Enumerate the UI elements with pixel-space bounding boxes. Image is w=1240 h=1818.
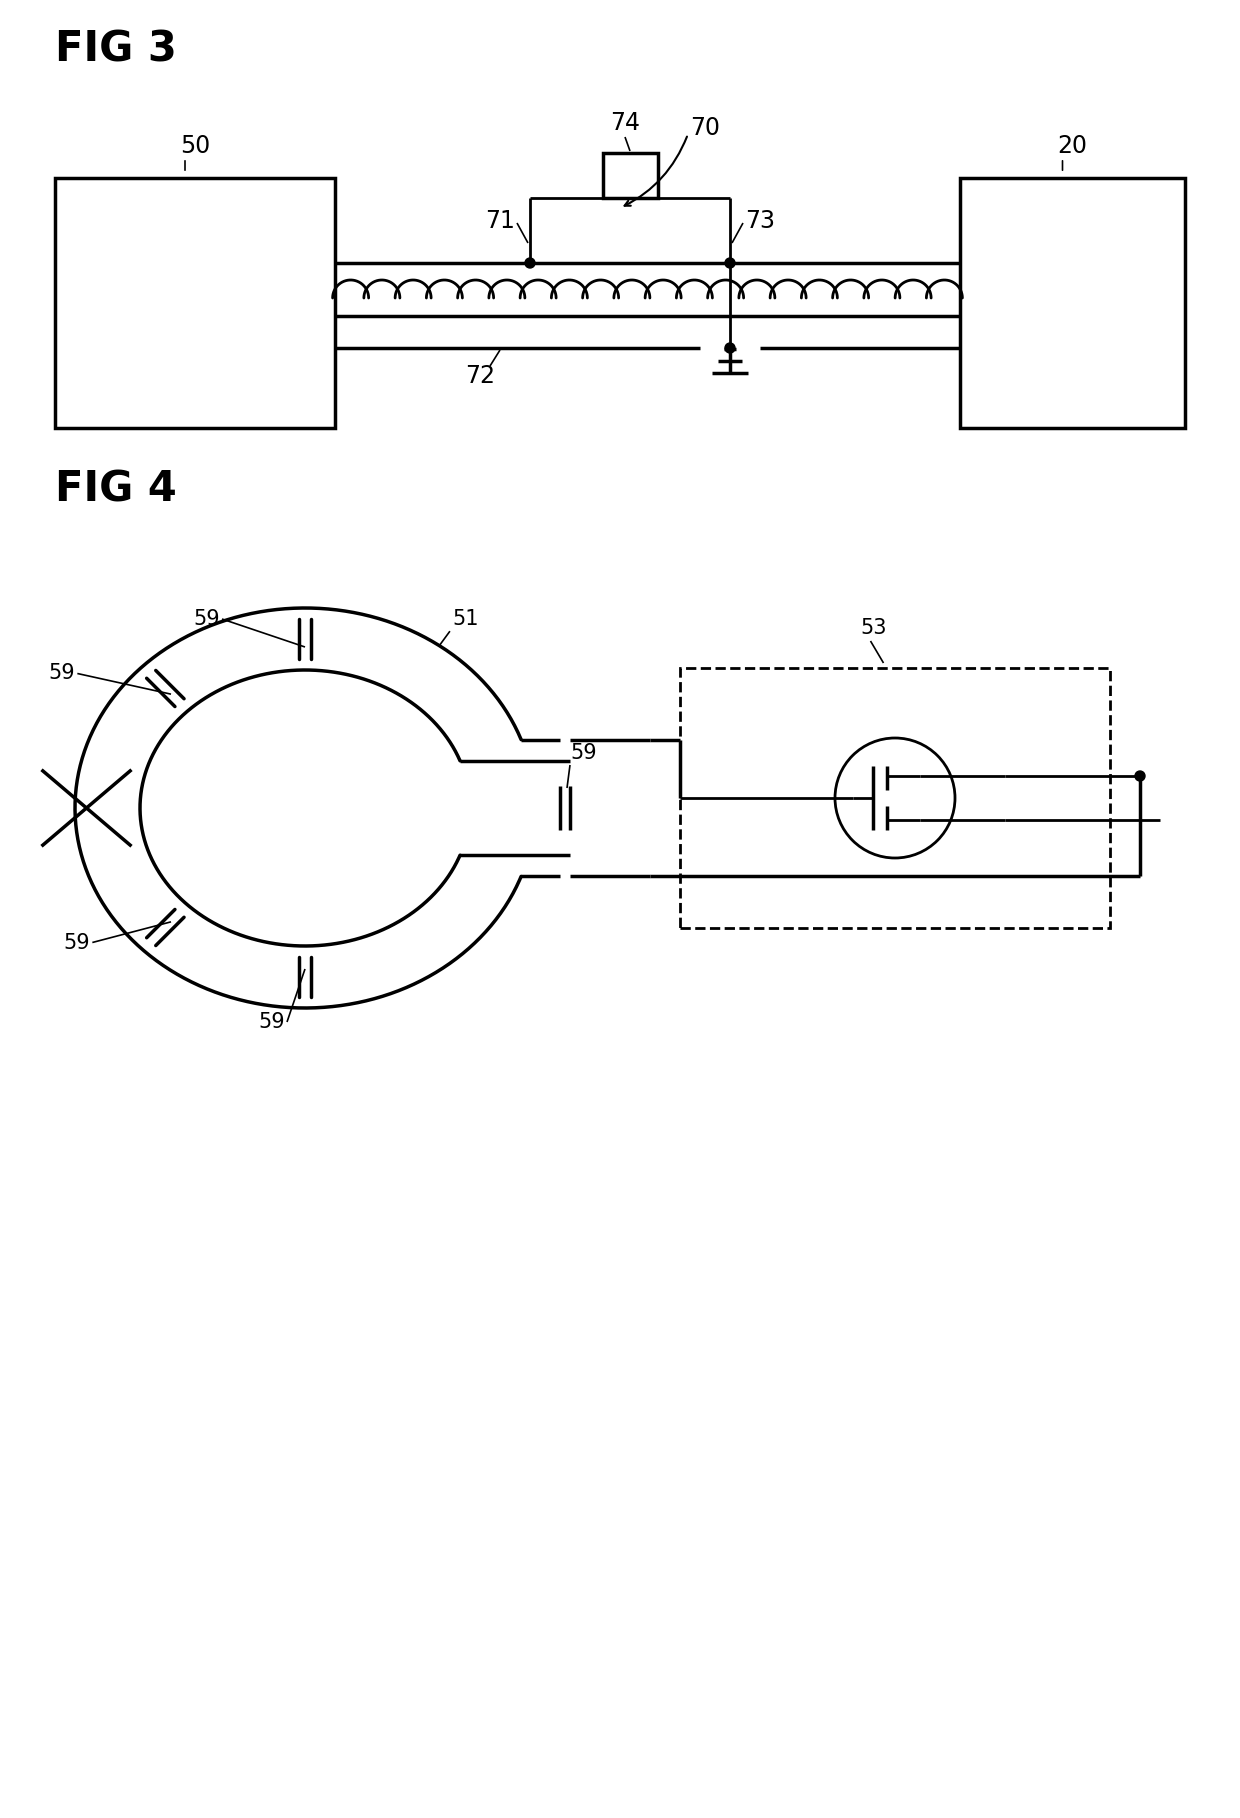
Text: 71: 71 <box>485 209 515 233</box>
Bar <box>55 178 335 427</box>
Text: 70: 70 <box>689 116 720 140</box>
Circle shape <box>525 258 534 267</box>
Text: 59: 59 <box>63 933 91 953</box>
Text: 59: 59 <box>570 744 596 764</box>
Circle shape <box>1135 771 1145 782</box>
Text: 50: 50 <box>180 135 210 158</box>
Text: 51: 51 <box>451 609 479 629</box>
Bar <box>960 178 1185 427</box>
Text: FIG 4: FIG 4 <box>55 467 177 511</box>
Text: 73: 73 <box>745 209 775 233</box>
Text: 74: 74 <box>610 111 640 135</box>
Text: FIG 3: FIG 3 <box>55 27 177 71</box>
Text: 53: 53 <box>861 618 887 638</box>
Text: 72: 72 <box>465 364 495 387</box>
Circle shape <box>725 258 735 267</box>
Text: 59: 59 <box>258 1013 285 1033</box>
Text: 20: 20 <box>1058 135 1087 158</box>
Circle shape <box>725 344 735 353</box>
Text: 59: 59 <box>48 664 76 684</box>
Bar <box>680 667 1110 927</box>
Text: 59: 59 <box>193 609 219 629</box>
Bar <box>603 153 657 198</box>
